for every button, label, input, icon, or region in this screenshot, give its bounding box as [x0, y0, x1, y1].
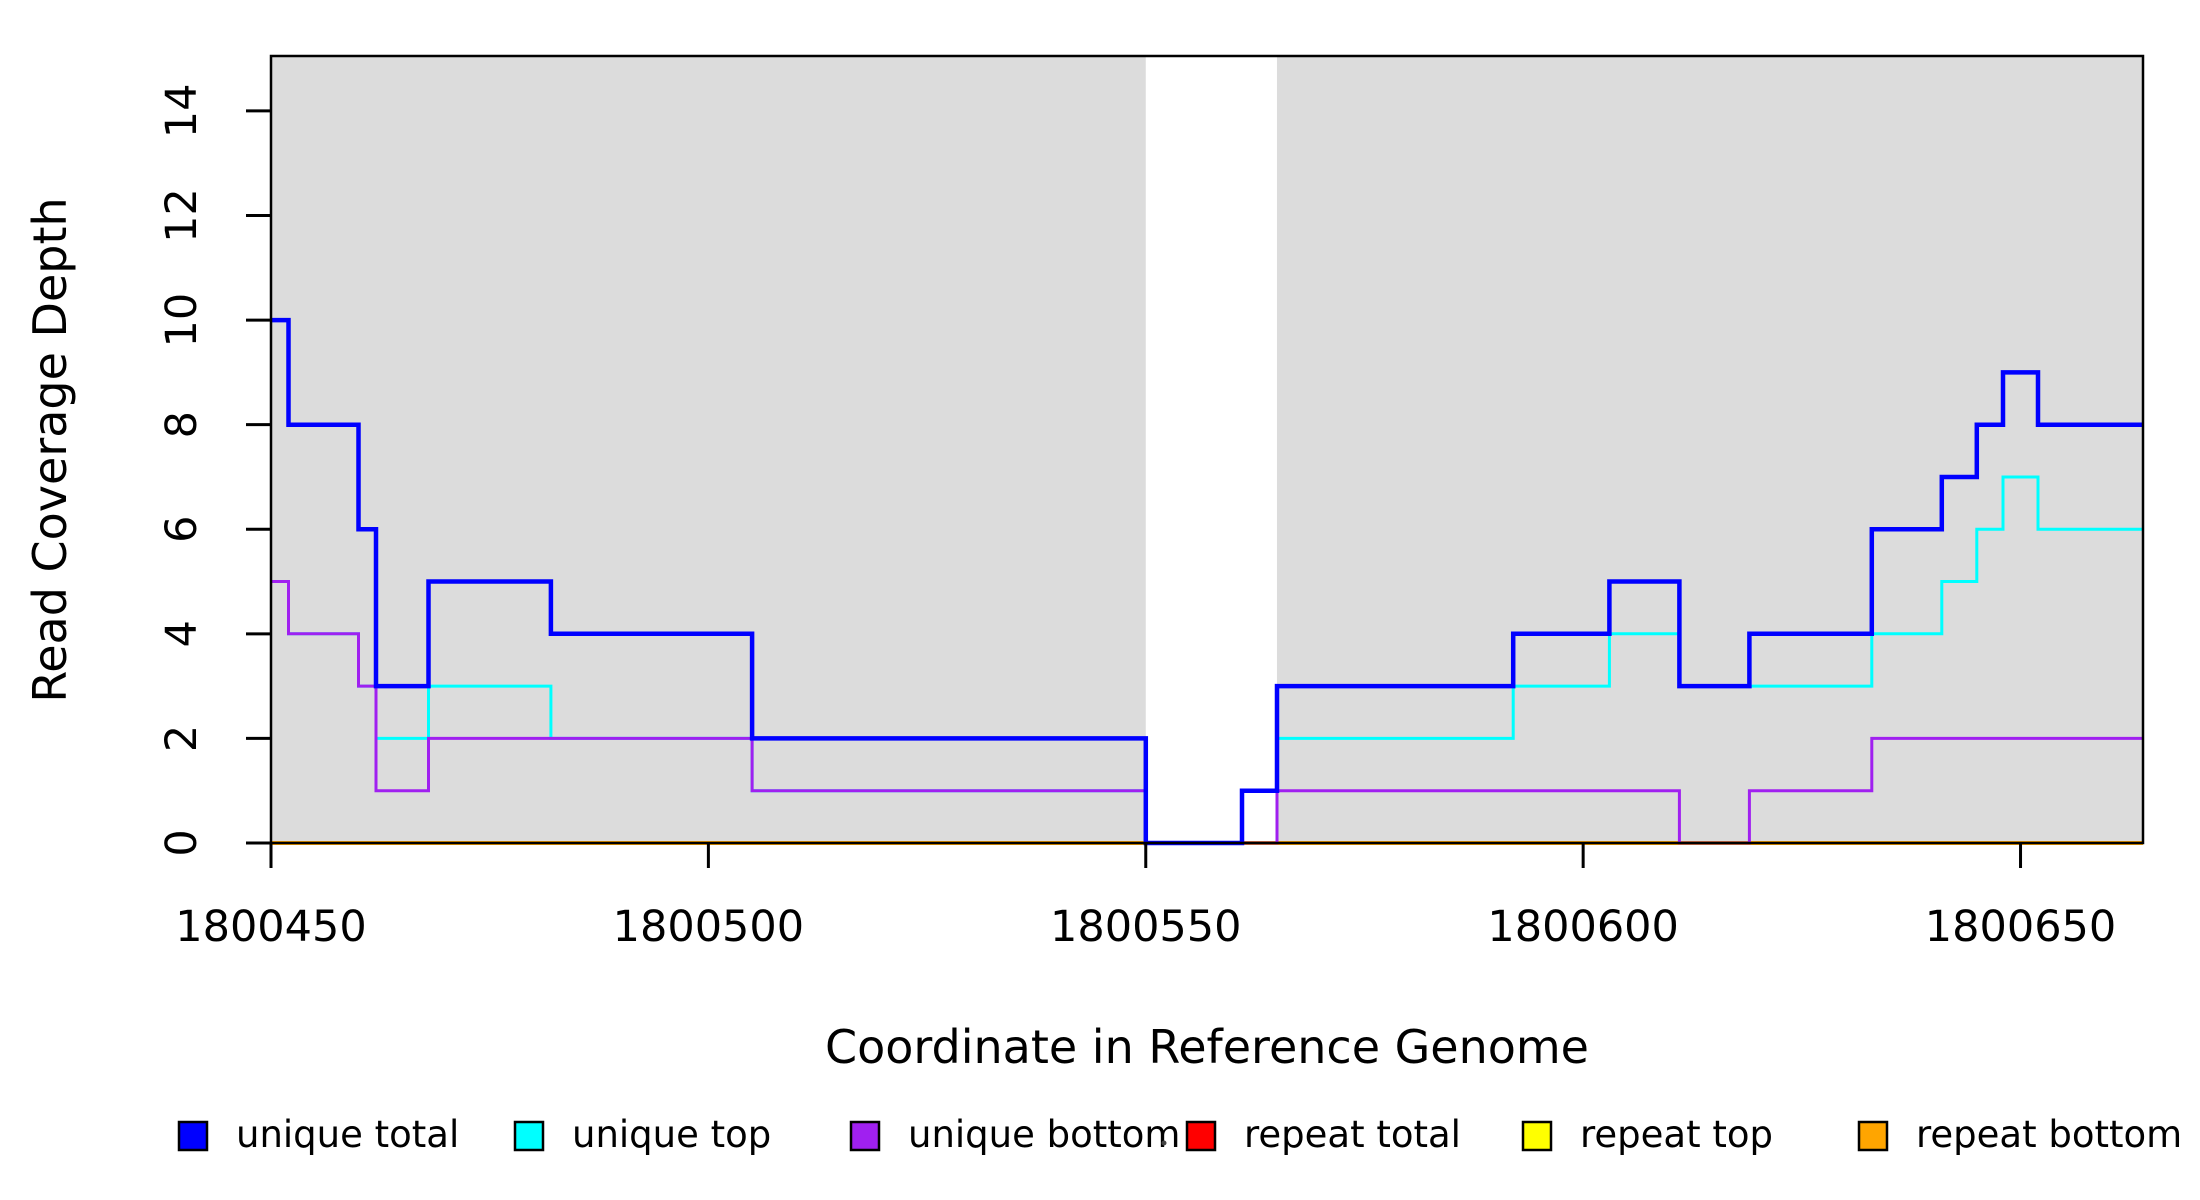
x-tick-label: 1800450: [175, 902, 367, 952]
legend: unique total unique top unique bottom repea…: [177, 1113, 2182, 1156]
stray-dot-artifact: [1161, 1140, 1167, 1146]
legend-swatch-unique-top: [513, 1120, 545, 1152]
legend-swatch-repeat-top: [1521, 1120, 1553, 1152]
legend-label: unique top: [572, 1113, 771, 1156]
y-tick-label: 2: [157, 725, 207, 752]
x-tick-label: 1800650: [1925, 902, 2117, 952]
x-axis-title: Coordinate in Reference Genome: [825, 1020, 1589, 1074]
y-axis-title: Read Coverage Depth: [23, 197, 77, 702]
legend-swatch-repeat-total: [1185, 1120, 1217, 1152]
legend-swatch-unique-total: [177, 1120, 209, 1152]
y-tick-label: 0: [157, 829, 207, 856]
y-tick-label: 14: [157, 84, 207, 139]
legend-item-repeat-total: repeat total: [1185, 1113, 1461, 1156]
legend-label: unique total: [236, 1113, 459, 1156]
legend-item-repeat-top: repeat top: [1521, 1113, 1773, 1156]
legend-label: repeat bottom: [1916, 1113, 2182, 1156]
legend-item-unique-top: unique top: [513, 1113, 771, 1156]
y-tick-label: 6: [157, 516, 207, 543]
y-tick-label: 8: [157, 411, 207, 438]
coverage-shaded-band: [1276, 56, 2143, 843]
x-tick-label: 1800550: [1050, 902, 1242, 952]
y-tick-label: 12: [157, 188, 207, 243]
legend-label: repeat top: [1580, 1113, 1773, 1156]
plot-border-box: [269, 54, 2145, 845]
legend-item-unique-bottom: unique bottom: [849, 1113, 1180, 1156]
x-tick-label: 1800500: [613, 902, 805, 952]
legend-item-unique-total: unique total: [177, 1113, 459, 1156]
series-line-unique-total: [271, 317, 2143, 846]
x-tick-label: 1800600: [1487, 902, 1679, 952]
legend-label: unique bottom: [908, 1113, 1180, 1156]
y-tick-label: 4: [157, 620, 207, 647]
coverage-shaded-band: [271, 56, 1146, 843]
y-tick-label: 10: [157, 293, 207, 348]
legend-swatch-unique-bottom: [849, 1120, 881, 1152]
legend-item-repeat-bottom: repeat bottom: [1857, 1113, 2182, 1156]
series-line-unique-bottom: [271, 580, 2143, 845]
legend-label: repeat total: [1244, 1113, 1461, 1156]
axes-layer: 1800450 1800500 1800550 1800600 1800650 0 2 4 6 8…: [157, 84, 2116, 952]
shaded-bands-layer: [271, 56, 2143, 843]
legend-swatch-repeat-bottom: [1857, 1120, 1889, 1152]
